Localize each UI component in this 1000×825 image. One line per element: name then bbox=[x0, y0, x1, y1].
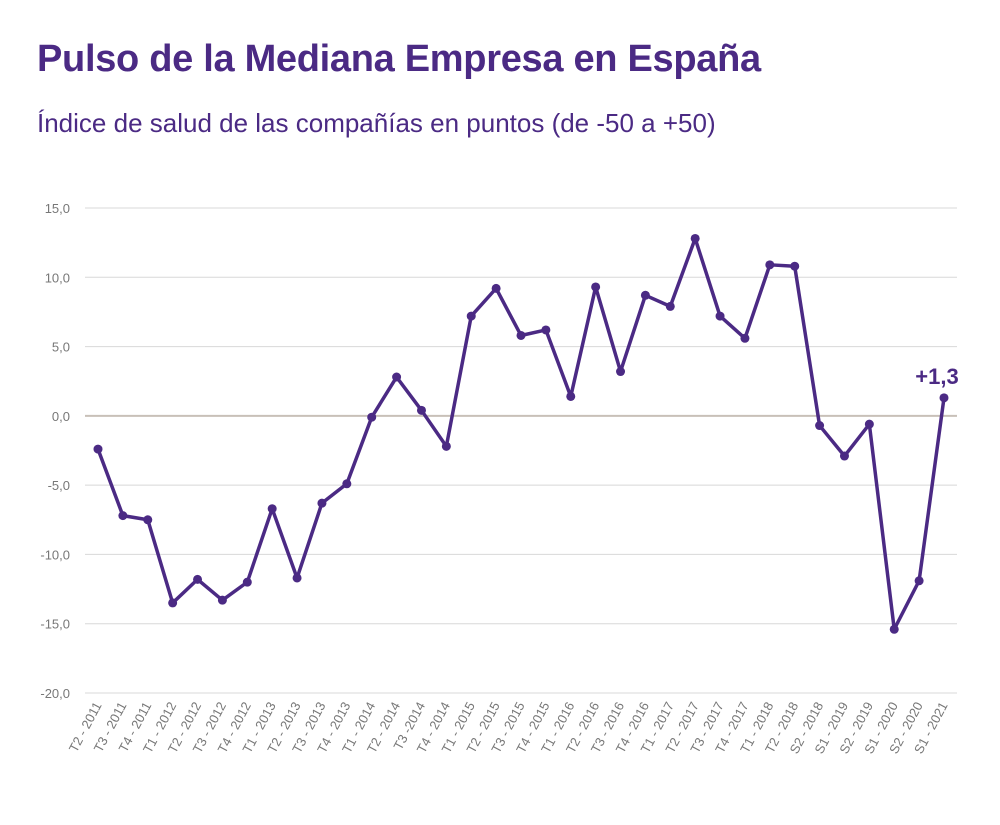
data-point bbox=[665, 301, 675, 311]
data-point bbox=[715, 311, 725, 321]
data-point bbox=[790, 261, 800, 271]
data-point bbox=[740, 333, 750, 343]
data-point bbox=[441, 441, 451, 451]
data-point bbox=[143, 515, 153, 525]
data-point bbox=[864, 419, 874, 429]
data-point bbox=[242, 577, 252, 587]
data-point bbox=[93, 444, 103, 454]
data-point bbox=[392, 372, 402, 382]
data-point bbox=[591, 282, 601, 292]
data-point bbox=[342, 479, 352, 489]
y-tick-label: 15,0 bbox=[45, 201, 70, 216]
data-point bbox=[914, 576, 924, 586]
series-line bbox=[96, 236, 946, 632]
data-point bbox=[516, 330, 526, 340]
data-point bbox=[690, 233, 700, 243]
data-point bbox=[416, 405, 426, 415]
data-point bbox=[616, 367, 626, 377]
data-point bbox=[466, 311, 476, 321]
data-point bbox=[765, 260, 775, 270]
data-point bbox=[491, 283, 501, 293]
data-point bbox=[193, 574, 203, 584]
y-tick-label: 5,0 bbox=[52, 340, 70, 355]
data-point bbox=[267, 504, 277, 514]
y-tick-label: 10,0 bbox=[45, 270, 70, 285]
y-tick-label: -20,0 bbox=[40, 686, 70, 701]
data-point bbox=[939, 393, 949, 403]
data-point bbox=[367, 412, 377, 422]
data-point bbox=[168, 598, 178, 608]
y-tick-label: -5,0 bbox=[48, 478, 70, 493]
data-point bbox=[217, 595, 227, 605]
chart-title: Pulso de la Mediana Empresa en España bbox=[37, 38, 761, 80]
chart-subtitle: Índice de salud de las compañías en punt… bbox=[37, 108, 716, 138]
data-point bbox=[640, 290, 650, 300]
data-point bbox=[815, 421, 825, 431]
data-point bbox=[889, 624, 899, 634]
y-tick-label: 0,0 bbox=[52, 409, 70, 424]
data-point bbox=[541, 325, 551, 335]
data-point bbox=[566, 391, 576, 401]
data-point bbox=[839, 451, 849, 461]
data-point bbox=[317, 498, 327, 508]
data-point bbox=[118, 511, 128, 521]
y-tick-label: -10,0 bbox=[40, 547, 70, 562]
y-tick-label: -15,0 bbox=[40, 617, 70, 632]
data-label: +1,3 bbox=[915, 364, 958, 389]
data-point bbox=[292, 573, 302, 583]
